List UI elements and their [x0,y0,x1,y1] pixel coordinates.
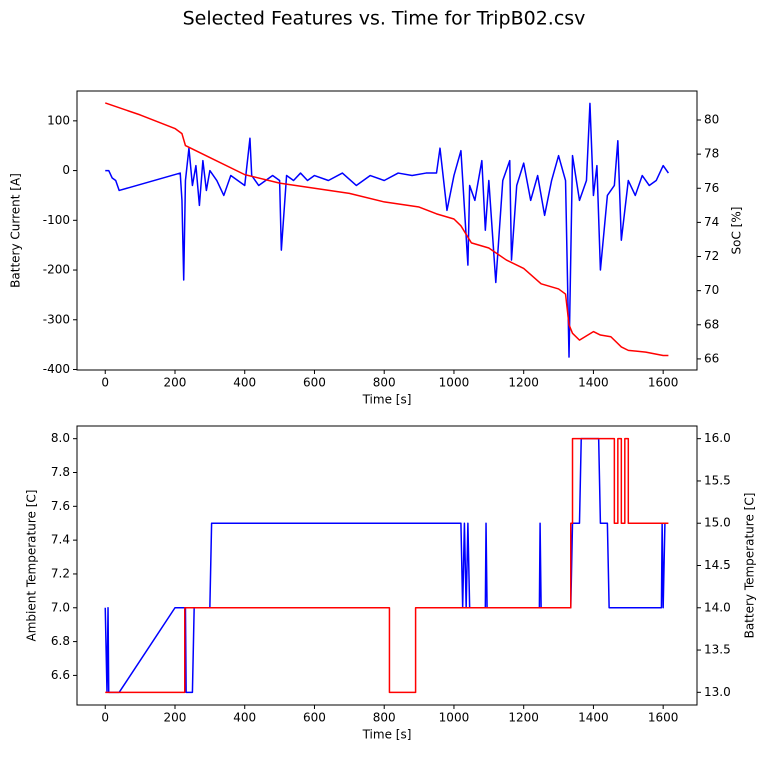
y-tick-label: 8.0 [51,431,70,445]
y-tick-label: 6.8 [51,634,70,648]
x-tick-label: 1600 [648,711,679,725]
x-tick-label: 1400 [578,376,609,390]
x-axis-label: Time [s] [362,728,412,742]
x-tick-label: 600 [303,711,326,725]
y2-tick-label: 76 [704,181,719,195]
y2-tick-label: 14.5 [704,558,731,572]
y2-tick-label: 70 [704,283,719,297]
data-line [105,102,670,358]
x-tick-label: 400 [233,711,256,725]
y-tick-label: 0 [62,163,70,177]
series-group [105,102,670,358]
y-axis-label: Battery Current [A] [9,173,23,288]
y-tick-label: 7.4 [51,533,70,547]
data-line [105,102,669,357]
x-tick-label: 200 [164,711,187,725]
y-axis-label: Ambient Temperature [C] [25,490,39,642]
y-tick-label: 6.6 [51,668,70,682]
x-tick-label: 1000 [439,711,470,725]
x-tick-label: 800 [373,711,396,725]
data-line [104,437,667,694]
x-tick-label: 0 [101,376,109,390]
y-tick-label: -300 [43,312,70,326]
data-line [105,437,669,694]
x-tick-label: 1600 [648,376,679,390]
y-tick-label: 7.6 [51,499,70,513]
y2-tick-label: 74 [704,215,719,229]
y2-axis-label: SoC [%] [730,207,744,255]
series-group [105,437,669,694]
y2-tick-label: 14.0 [704,600,731,614]
x-tick-label: 1400 [578,711,609,725]
plot-frame [76,425,698,706]
y2-tick-label: 13.0 [704,685,731,699]
x-tick-label: 600 [303,376,326,390]
y2-tick-label: 80 [704,113,719,127]
y2-tick-label: 66 [704,351,719,365]
y2-tick-label: 78 [704,147,719,161]
y2-tick-label: 16.0 [704,431,731,445]
y-tick-label: -400 [43,362,70,376]
y2-tick-label: 72 [704,249,719,263]
x-tick-label: 1200 [508,376,539,390]
series-group [104,437,667,694]
plot-frame [76,90,698,371]
y-tick-label: 7.8 [51,465,70,479]
y-tick-label: 7.2 [51,566,70,580]
x-tick-label: 800 [373,376,396,390]
x-tick-label: 400 [233,376,256,390]
y-tick-label: -100 [43,213,70,227]
y2-tick-label: 68 [704,317,719,331]
x-axis-label: Time [s] [362,393,412,407]
x-tick-label: 1000 [439,376,470,390]
x-tick-label: 0 [101,711,109,725]
y2-tick-label: 15.0 [704,516,731,530]
y-tick-label: 7.0 [51,600,70,614]
y2-tick-label: 15.5 [704,473,731,487]
y-tick-label: -200 [43,263,70,277]
x-tick-label: 1200 [508,711,539,725]
y-tick-label: 100 [47,113,70,127]
figure-title: Selected Features vs. Time for TripB02.c… [183,8,586,30]
y2-tick-label: 13.5 [704,643,731,657]
x-tick-label: 200 [164,376,187,390]
series-group [105,102,669,357]
y2-axis-label: Battery Temperature [C] [743,493,757,639]
